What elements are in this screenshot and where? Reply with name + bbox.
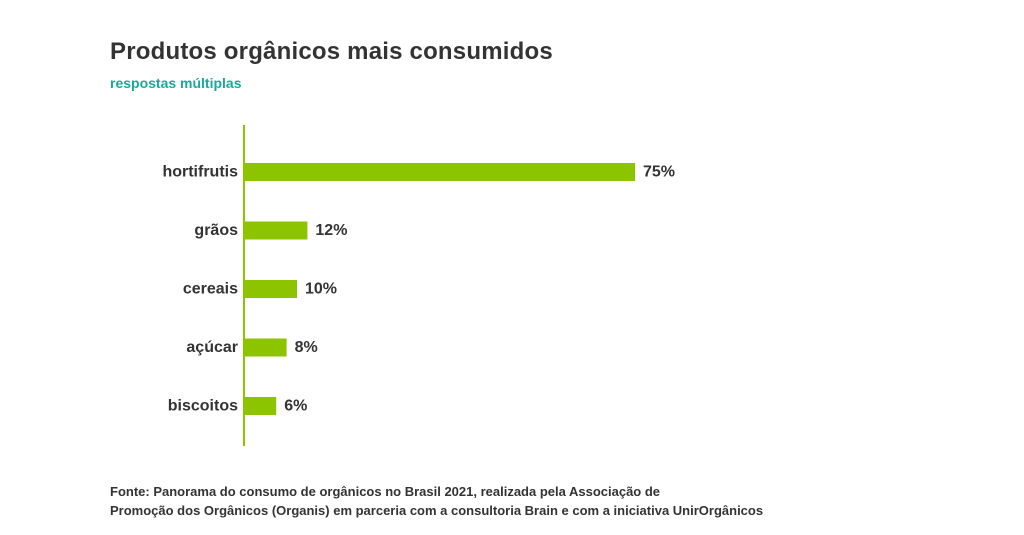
bars-group: hortifrutis 75% grãos 12% cereais 10% açúcar 8%… (162, 163, 675, 415)
value-label: 6% (284, 398, 307, 415)
value-label: 12% (315, 222, 347, 239)
value-label: 10% (305, 281, 337, 298)
bar (245, 280, 297, 298)
value-label: 8% (295, 339, 318, 356)
chart-subtitle: respostas múltiplas (110, 75, 242, 91)
bar (245, 397, 277, 415)
bar (245, 221, 308, 240)
category-label: biscoitos (168, 398, 238, 415)
value-label: 75% (643, 164, 675, 181)
category-label: grãos (194, 222, 238, 239)
bar (245, 163, 635, 181)
source-note: Fonte: Panorama do consumo de orgânicos … (110, 482, 763, 520)
category-label: açúcar (186, 339, 238, 356)
bar (245, 338, 287, 357)
category-label: hortifrutis (162, 164, 238, 181)
category-label: cereais (183, 281, 238, 298)
source-line-2: Promoção dos Orgânicos (Organis) em parc… (110, 503, 764, 518)
chart-title: Produtos orgânicos mais consumidos (110, 38, 553, 65)
source-line-1: Fonte: Panorama do consumo de orgânicos … (110, 484, 661, 499)
